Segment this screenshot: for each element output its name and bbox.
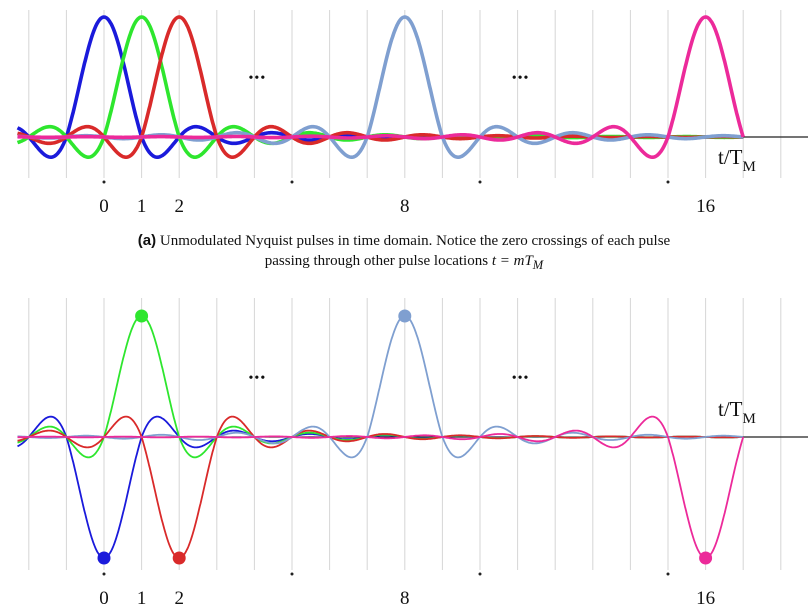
axis-label-b: t/TM	[718, 397, 756, 427]
tick-label: 8	[400, 196, 410, 217]
pulse-curves-b	[17, 315, 745, 559]
tick-label: 2	[174, 196, 184, 217]
caption-math-sub: M	[532, 258, 544, 272]
tick-label: 0	[99, 588, 109, 609]
magenta-peak-marker	[699, 551, 713, 565]
figure-caption-a: (a) Unmodulated Nyquist pulses in time d…	[0, 231, 808, 275]
tick-mark	[478, 572, 482, 576]
tick-labels-b: 0 1 2 8 16	[99, 588, 715, 609]
tick-label: 1	[137, 196, 147, 217]
blue-peak-marker	[97, 551, 111, 565]
ellipsis: •••	[512, 371, 530, 386]
tick-mark	[290, 180, 294, 184]
tick-label: 0	[99, 196, 109, 217]
steel-peak-marker	[398, 309, 412, 323]
ellipsis: •••	[249, 71, 267, 86]
tick-marks-a	[102, 180, 670, 184]
caption-text-2: passing through other pulse locations	[264, 253, 492, 269]
tick-mark	[666, 180, 670, 184]
tick-label: 16	[696, 588, 715, 609]
panel-b: 0 1 2 8 16 ••• ••• t/TM	[17, 298, 808, 609]
tick-mark	[666, 572, 670, 576]
ellipsis: •••	[512, 71, 530, 86]
tick-label: 16	[696, 196, 715, 217]
pulse-curves-a	[16, 15, 745, 159]
green-peak-marker	[135, 309, 149, 323]
tick-mark	[102, 572, 106, 576]
tick-mark	[290, 572, 294, 576]
tick-mark	[102, 180, 106, 184]
caption-label: (a)	[137, 232, 157, 249]
tick-marks-b	[102, 572, 670, 576]
red-pulse-n2	[17, 415, 744, 559]
ellipses-a: ••• •••	[249, 71, 530, 86]
caption-text-1: Unmodulated Nyquist pulses in time domai…	[159, 233, 671, 249]
ellipsis: •••	[249, 371, 267, 386]
gridlines-a	[28, 10, 782, 178]
ellipses-b: ••• •••	[249, 371, 530, 386]
tick-label: 8	[400, 588, 410, 609]
caption-line-1: (a) Unmodulated Nyquist pulses in time d…	[0, 231, 808, 251]
caption-math: t = mT	[491, 253, 533, 269]
axis-label-a: t/TM	[718, 145, 756, 175]
caption-line-2: passing through other pulse locations t …	[0, 251, 808, 275]
panel-a: 0 1 2 8 16 ••• ••• t/TM	[16, 10, 808, 217]
magenta-pulse-n16	[17, 415, 745, 559]
gridlines-b	[28, 298, 782, 570]
tick-labels-a: 0 1 2 8 16	[99, 196, 715, 217]
tick-label: 1	[137, 588, 147, 609]
tick-mark	[478, 180, 482, 184]
tick-label: 2	[174, 588, 184, 609]
magenta-pulse-n16	[16, 15, 745, 159]
peak-markers-b	[97, 309, 713, 565]
red-peak-marker	[172, 551, 186, 565]
